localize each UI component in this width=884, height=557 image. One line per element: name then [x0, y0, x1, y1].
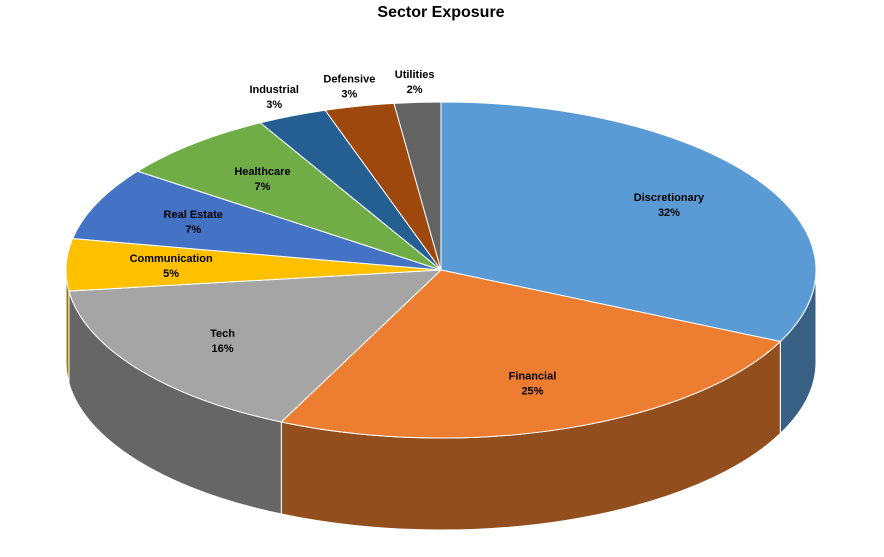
slice — [440, 101, 817, 343]
slice-label: Financial — [509, 371, 557, 383]
slice-label: Healthcare — [234, 166, 290, 178]
pie-tops — [65, 101, 817, 439]
slice-label: Defensive — [323, 73, 375, 85]
slice — [136, 122, 442, 271]
slice-value-label: 7% — [254, 181, 270, 193]
slice-value-label: 25% — [521, 386, 543, 398]
slice-label: Discretionary — [634, 192, 705, 204]
slice-label: Industrial — [249, 84, 299, 96]
slice-value-label: 5% — [163, 268, 179, 280]
slice-value-label: 2% — [407, 84, 423, 96]
slice-value-label: 32% — [658, 207, 680, 219]
slice-value-label: 3% — [341, 88, 357, 100]
slice — [71, 170, 442, 271]
slice — [393, 101, 442, 271]
slice — [68, 269, 443, 423]
slice — [280, 269, 782, 439]
slice-label: Real Estate — [164, 209, 223, 221]
chart-title: Sector Exposure — [377, 4, 504, 21]
slice-value-label: 3% — [266, 99, 282, 111]
pie-labels: Discretionary 32% Financial 25% Tech 16% Commu… — [130, 69, 705, 398]
slice-value-label: 16% — [212, 343, 234, 355]
slice-label: Tech — [210, 328, 235, 340]
slice-label: Communication — [130, 253, 213, 265]
slice-label: Utilities — [395, 69, 435, 81]
slice-value-label: 7% — [185, 224, 201, 236]
